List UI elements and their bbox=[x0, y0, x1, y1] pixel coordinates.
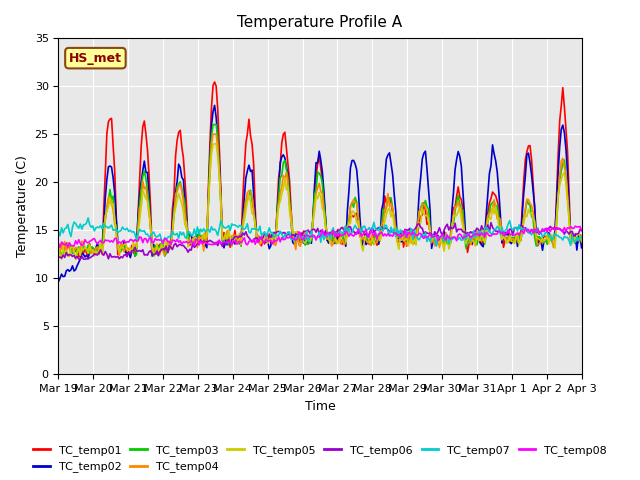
Text: HS_met: HS_met bbox=[69, 52, 122, 65]
Title: Temperature Profile A: Temperature Profile A bbox=[237, 15, 403, 30]
TC_temp03 bbox=[172, 195, 179, 201]
TC_temp06 bbox=[349, 228, 357, 234]
Legend: TC_temp01, TC_temp02, TC_temp03, TC_temp04, TC_temp05, TC_temp06, TC_temp07, TC_: TC_temp01, TC_temp02, TC_temp03, TC_temp… bbox=[29, 441, 611, 477]
TC_temp02 bbox=[578, 245, 586, 251]
TC_temp07 bbox=[172, 232, 179, 238]
TC_temp02 bbox=[212, 114, 220, 120]
TC_temp07 bbox=[84, 215, 92, 221]
TC_temp04 bbox=[214, 144, 221, 150]
TC_temp02 bbox=[484, 191, 492, 196]
TC_temp06 bbox=[487, 220, 495, 226]
TC_temp05 bbox=[578, 239, 586, 244]
TC_temp01 bbox=[214, 106, 221, 112]
Line: TC_temp05: TC_temp05 bbox=[58, 144, 582, 260]
TC_temp04 bbox=[172, 192, 179, 197]
TC_temp05 bbox=[351, 211, 359, 217]
TC_temp03 bbox=[351, 194, 359, 200]
Line: TC_temp03: TC_temp03 bbox=[58, 125, 582, 256]
TC_temp02 bbox=[490, 151, 498, 156]
TC_temp07 bbox=[578, 235, 586, 241]
TC_temp03 bbox=[486, 208, 493, 214]
TC_temp06 bbox=[578, 228, 586, 234]
TC_temp01 bbox=[61, 248, 68, 253]
TC_temp08 bbox=[484, 231, 492, 237]
TC_temp01 bbox=[75, 254, 83, 260]
TC_temp01 bbox=[351, 211, 359, 217]
TC_temp08 bbox=[63, 240, 70, 246]
TC_temp03 bbox=[61, 251, 68, 257]
TC_temp01 bbox=[486, 200, 493, 206]
TC_temp03 bbox=[54, 248, 62, 254]
TC_temp07 bbox=[492, 227, 499, 232]
TC_temp08 bbox=[56, 244, 64, 250]
TC_temp06 bbox=[212, 240, 220, 245]
TC_temp05 bbox=[54, 243, 62, 249]
TC_temp08 bbox=[349, 233, 357, 239]
TC_temp07 bbox=[349, 226, 357, 231]
TC_temp06 bbox=[484, 222, 492, 228]
TC_temp01 bbox=[211, 79, 218, 85]
TC_temp05 bbox=[61, 252, 68, 258]
TC_temp03 bbox=[492, 207, 499, 213]
Y-axis label: Temperature (C): Temperature (C) bbox=[16, 156, 29, 257]
TC_temp01 bbox=[578, 238, 586, 243]
TC_temp05 bbox=[172, 205, 179, 211]
TC_temp05 bbox=[214, 154, 221, 159]
TC_temp06 bbox=[61, 254, 68, 260]
TC_temp08 bbox=[212, 241, 220, 247]
TC_temp01 bbox=[172, 153, 179, 158]
TC_temp07 bbox=[433, 243, 440, 249]
Line: TC_temp04: TC_temp04 bbox=[58, 134, 582, 256]
Line: TC_temp01: TC_temp01 bbox=[58, 82, 582, 257]
TC_temp04 bbox=[90, 253, 98, 259]
X-axis label: Time: Time bbox=[305, 400, 335, 413]
TC_temp01 bbox=[54, 245, 62, 251]
TC_temp08 bbox=[172, 239, 179, 244]
TC_temp07 bbox=[486, 228, 493, 234]
TC_temp02 bbox=[211, 103, 218, 108]
TC_temp03 bbox=[209, 122, 217, 128]
TC_temp08 bbox=[572, 223, 579, 229]
TC_temp05 bbox=[211, 141, 218, 147]
Line: TC_temp02: TC_temp02 bbox=[58, 106, 582, 281]
TC_temp02 bbox=[54, 278, 62, 284]
TC_temp03 bbox=[214, 133, 221, 139]
TC_temp03 bbox=[161, 253, 168, 259]
TC_temp05 bbox=[72, 257, 79, 263]
TC_temp07 bbox=[54, 228, 62, 234]
TC_temp04 bbox=[61, 239, 68, 244]
TC_temp06 bbox=[75, 256, 83, 262]
TC_temp04 bbox=[54, 242, 62, 248]
Line: TC_temp08: TC_temp08 bbox=[58, 226, 582, 247]
TC_temp08 bbox=[578, 228, 586, 233]
TC_temp01 bbox=[492, 193, 499, 199]
TC_temp02 bbox=[349, 157, 357, 163]
TC_temp06 bbox=[172, 240, 179, 246]
TC_temp04 bbox=[211, 132, 218, 137]
TC_temp05 bbox=[486, 215, 493, 220]
TC_temp07 bbox=[212, 228, 220, 234]
TC_temp05 bbox=[492, 204, 499, 209]
TC_temp08 bbox=[490, 231, 498, 237]
TC_temp03 bbox=[578, 235, 586, 240]
TC_temp07 bbox=[61, 226, 68, 232]
TC_temp06 bbox=[492, 228, 499, 234]
TC_temp02 bbox=[61, 274, 68, 279]
TC_temp04 bbox=[486, 211, 493, 217]
TC_temp02 bbox=[170, 199, 178, 205]
Line: TC_temp06: TC_temp06 bbox=[58, 223, 582, 259]
TC_temp04 bbox=[351, 200, 359, 205]
TC_temp04 bbox=[578, 232, 586, 238]
TC_temp06 bbox=[54, 254, 62, 260]
Line: TC_temp07: TC_temp07 bbox=[58, 218, 582, 246]
TC_temp08 bbox=[54, 240, 62, 246]
TC_temp04 bbox=[492, 206, 499, 212]
